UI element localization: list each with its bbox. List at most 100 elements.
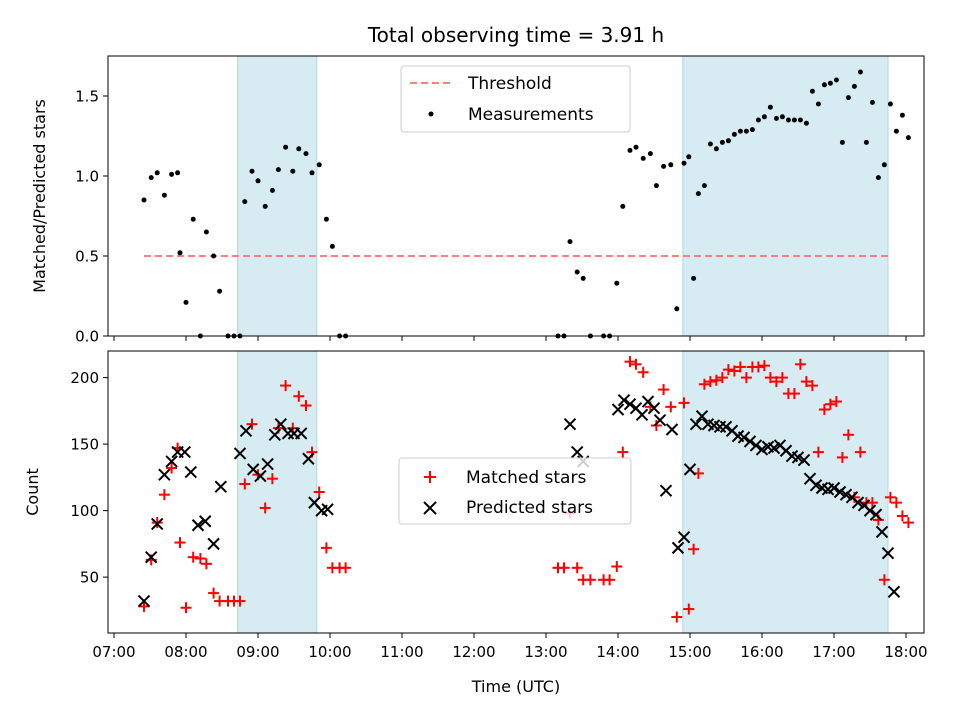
- predicted-star-stroke-b: [184, 465, 198, 479]
- matched-star-point: [884, 491, 896, 503]
- measurement-point: [773, 115, 779, 121]
- predicted-star-stroke-b: [707, 419, 721, 432]
- measurement-point: [681, 160, 687, 166]
- matched-star-point: [246, 418, 258, 430]
- top-panel: 0.0 0.5 1.0 1.5 Total observing time = 3.91…: [30, 23, 925, 346]
- predicted-star-point: [617, 394, 631, 407]
- measurement-point: [620, 203, 626, 209]
- predicted-star-stroke-b: [773, 439, 787, 452]
- bottom-panel: 07:00 08:00 09:00 10:00 11:00 12:00 13:00 14:00…: [23, 350, 928, 696]
- predicted-star-point: [302, 452, 315, 465]
- predicted-star-stroke-b: [815, 481, 829, 495]
- measurement-point: [839, 139, 845, 145]
- legend-matched-label: Matched stars: [466, 468, 586, 488]
- predicted-star-stroke-b: [845, 491, 859, 504]
- x-tick-label: 07:00: [92, 643, 135, 661]
- predicted-star-point: [274, 417, 288, 431]
- predicted-star-stroke-b: [233, 447, 247, 460]
- measurement-point: [767, 104, 773, 110]
- top-axes-frame: [107, 55, 925, 337]
- predicted-star-point: [647, 401, 661, 415]
- measurement-point: [148, 175, 154, 181]
- measurement-point: [845, 95, 851, 101]
- matched-star-point: [194, 553, 206, 565]
- x-tick-label: 10:00: [308, 643, 351, 661]
- top-y-axis-label: Matched/Predicted stars: [30, 99, 49, 293]
- matched-star-point: [138, 600, 150, 612]
- predicted-star-stroke-b: [785, 449, 799, 463]
- measurement-point: [737, 128, 743, 134]
- predicted-star-stroke-b: [653, 413, 667, 427]
- measurement-point: [647, 151, 653, 157]
- legend-threshold-label: Threshold: [467, 74, 552, 94]
- matched-star-point: [854, 446, 866, 458]
- predicted-star-stroke-b: [743, 435, 757, 448]
- predicted-star-point: [623, 398, 637, 411]
- measurement-point: [614, 280, 620, 286]
- predicted-star-stroke-b: [665, 423, 679, 436]
- measurement-point: [821, 82, 827, 88]
- predicted-star-stroke-b: [158, 468, 171, 481]
- predicted-star-stroke-b: [150, 517, 164, 531]
- predicted-star-point: [749, 439, 763, 452]
- measurement-point: [869, 99, 875, 105]
- predicted-star-stroke-b: [268, 428, 282, 442]
- matched-star-point: [683, 603, 695, 615]
- x-tick-label: 16:00: [740, 643, 783, 661]
- predicted-star-point: [635, 408, 649, 422]
- matched-star-point: [234, 595, 246, 607]
- matched-star-point: [300, 400, 312, 412]
- matched-star-point: [340, 562, 352, 574]
- measurement-point: [755, 117, 761, 123]
- matched-star-point: [665, 401, 677, 413]
- measurement-point: [190, 216, 196, 222]
- top-legend: Threshold Measurements: [400, 65, 631, 133]
- measurement-point: [827, 80, 833, 86]
- x-tick-label: 18:00: [884, 643, 927, 661]
- predicted-star-stroke-b: [803, 472, 817, 485]
- x-axis-label: Time (UTC): [471, 677, 560, 696]
- matched-star-point: [293, 390, 305, 402]
- measurement-point: [791, 117, 797, 123]
- measurement-point: [875, 175, 881, 181]
- predicted-star-stroke-b: [137, 594, 151, 608]
- predicted-star-point: [191, 519, 205, 532]
- measurement-point: [674, 306, 680, 312]
- predicted-star-point: [611, 403, 625, 416]
- matched-star-point: [812, 446, 824, 458]
- measurement-point: [309, 170, 315, 176]
- measurement-point: [262, 203, 268, 209]
- chart-title: Total observing time = 3.91 h: [367, 23, 664, 47]
- predicted-star-point: [165, 455, 178, 468]
- y-tick-label: 200: [70, 369, 99, 387]
- predicted-star-stroke-b: [791, 451, 805, 464]
- predicted-stars-points: [137, 394, 901, 608]
- measurement-point: [169, 171, 175, 177]
- matched-star-point: [671, 611, 683, 623]
- matched-star-point: [266, 473, 278, 485]
- matched-star-point: [878, 574, 890, 586]
- matched-star-point: [770, 376, 782, 388]
- predicted-star-stroke-b: [725, 424, 739, 438]
- measurement-point: [809, 88, 815, 94]
- measurement-point: [743, 128, 749, 134]
- y-tick-label: 100: [70, 502, 99, 520]
- matched-star-point: [794, 358, 806, 370]
- predicted-star-point: [294, 427, 308, 440]
- predicted-star-stroke-b: [611, 403, 625, 416]
- matched-star-point: [678, 397, 690, 409]
- matched-star-point: [734, 361, 746, 373]
- matched-star-point: [208, 587, 220, 599]
- measurement-point: [851, 83, 857, 89]
- measurement-point: [691, 275, 697, 281]
- shaded-interval: [237, 55, 318, 337]
- predicted-star-stroke-b: [719, 420, 733, 434]
- predicted-star-stroke-b: [191, 519, 205, 532]
- matched-star-point: [704, 376, 716, 388]
- measurement-point: [863, 139, 869, 145]
- predicted-star-stroke-b: [809, 479, 823, 492]
- measurement-point: [249, 168, 255, 174]
- predicted-star-point: [214, 480, 228, 493]
- predicted-star-point: [653, 413, 667, 427]
- measurement-point: [797, 117, 803, 123]
